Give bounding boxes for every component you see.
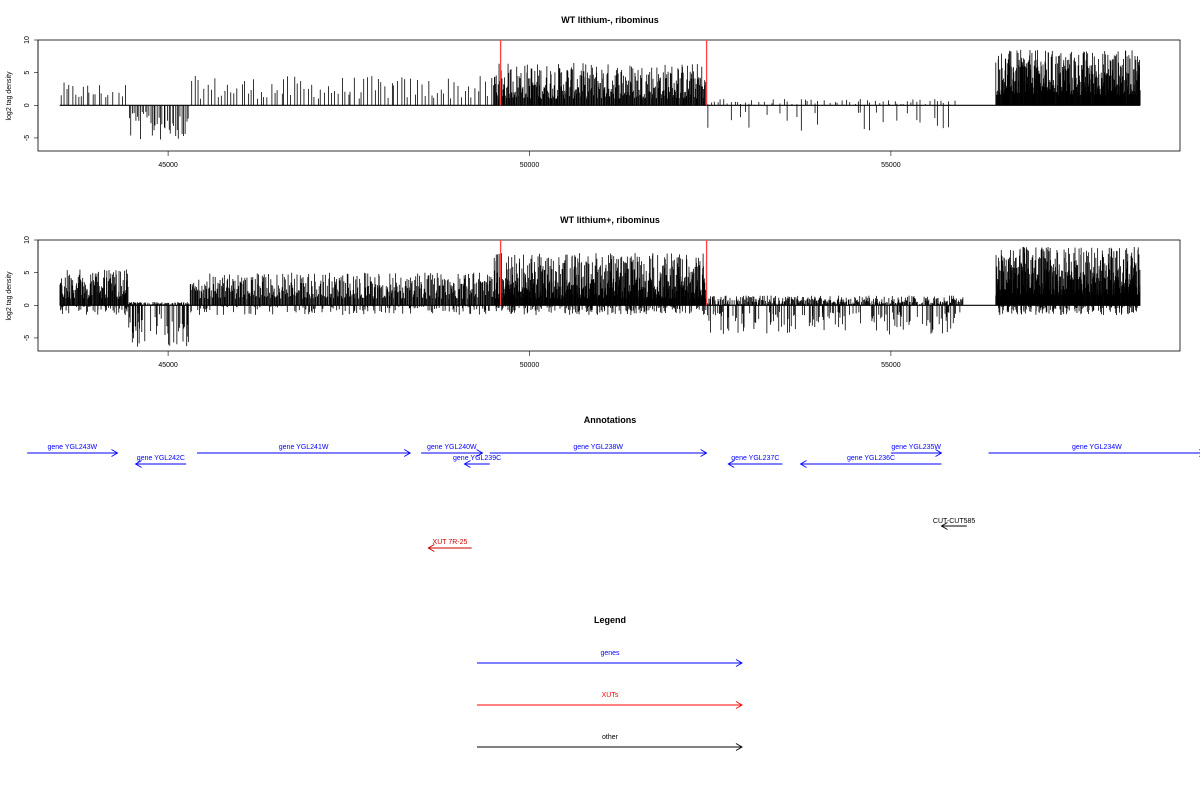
region-markers [499,240,708,306]
y-tick-label: 0 [24,303,31,307]
legend-items: genes XUTs other [477,650,743,751]
x-tick-label: 45000 [158,162,178,169]
track-panel-lithium-minus: WT lithium-, ribominus log2 tag density … [6,15,1181,169]
feature-label: gene YGL241W [279,444,329,451]
feature-label: gene YGL234W [1072,444,1122,451]
feature-label: gene YGL240W [427,444,477,451]
feature-label: CUT-CUT585 [933,518,976,525]
x-tick-label: 45000 [158,362,178,369]
legend-item: other [477,734,743,751]
y-tick-label: 5 [24,71,31,75]
annotation-feature: gene YGL235W [890,444,943,457]
legend-arrowhead [735,659,743,667]
feature-arrowhead [111,449,119,457]
panel-title: WT lithium-, ribominus [561,15,659,25]
legend-label: XUTs [602,692,619,699]
feature-label: gene YGL236C [847,455,895,462]
annotation-feature: gene YGL241W [197,444,412,457]
legend-label: other [602,734,619,741]
legend-item: genes [477,650,743,667]
feature-arrowhead [799,460,807,468]
y-tick-label: 5 [24,271,31,275]
annotation-feature: gene YGL239C [453,455,501,468]
panel-title: WT lithium+, ribominus [560,215,660,225]
feature-arrowhead [700,449,708,457]
annotation-feature: CUT-CUT585 [933,518,976,530]
legend-arrowhead [735,701,743,709]
x-tick-label: 50000 [520,362,540,369]
annotation-features: gene YGL243W gene YGL242C gene YGL241W gene… [27,444,1200,552]
y-tick-label: -5 [24,335,31,341]
annotation-feature: gene YGL243W [27,444,119,457]
annotation-feature: gene YGL242C [134,455,187,468]
feature-arrowhead [427,544,435,552]
annotation-feature: gene YGL240W [421,444,484,457]
legend-title: Legend [594,615,626,625]
feature-arrowhead [940,522,948,530]
y-ticks: 10 5 0 -5 [24,36,39,141]
y-tick-label: 10 [24,36,31,44]
annotation-feature: gene YGL234W [988,444,1200,457]
feature-arrowhead [476,449,484,457]
region-markers [499,40,708,106]
x-tick-label: 50000 [520,162,540,169]
legend-arrowhead [735,743,743,751]
density-bars [59,246,1141,347]
feature-arrowhead [134,460,142,468]
y-ticks: 10 5 0 -5 [24,236,39,341]
x-ticks: 45000 50000 55000 [158,351,901,369]
feature-label: gene YGL238W [573,444,623,451]
annotation-feature: gene YGL236C [799,455,942,468]
feature-arrowhead [463,460,471,468]
feature-label: gene YGL243W [47,444,97,451]
legend-label: genes [600,650,620,657]
legend-panel: Legend genes XUTs other [477,615,743,751]
y-axis-label: log2 tag density [6,71,13,121]
feature-label: gene YGL239C [453,455,501,462]
y-tick-label: 0 [24,103,31,107]
feature-arrowhead [404,449,412,457]
feature-label: gene YGL235W [891,444,941,451]
annotations-title: Annotations [584,415,637,425]
track-panel-lithium-plus: WT lithium+, ribominus log2 tag density … [6,215,1181,369]
y-tick-label: -5 [24,135,31,141]
y-tick-label: 10 [24,236,31,244]
feature-label: XUT 7R-25 [433,539,468,546]
annotation-feature: gene YGL238W [489,444,708,457]
x-ticks: 45000 50000 55000 [158,151,901,169]
feature-label: gene YGL237C [731,455,779,462]
x-tick-label: 55000 [881,162,901,169]
feature-arrowhead [935,449,943,457]
legend-item: XUTs [477,692,743,709]
annotation-feature: gene YGL237C [727,455,783,468]
x-tick-label: 55000 [881,362,901,369]
feature-arrowhead [727,460,735,468]
y-axis-label: log2 tag density [6,271,13,321]
annotation-feature: XUT 7R-25 [427,539,472,552]
feature-label: gene YGL242C [137,455,185,462]
density-bars [59,49,1141,140]
